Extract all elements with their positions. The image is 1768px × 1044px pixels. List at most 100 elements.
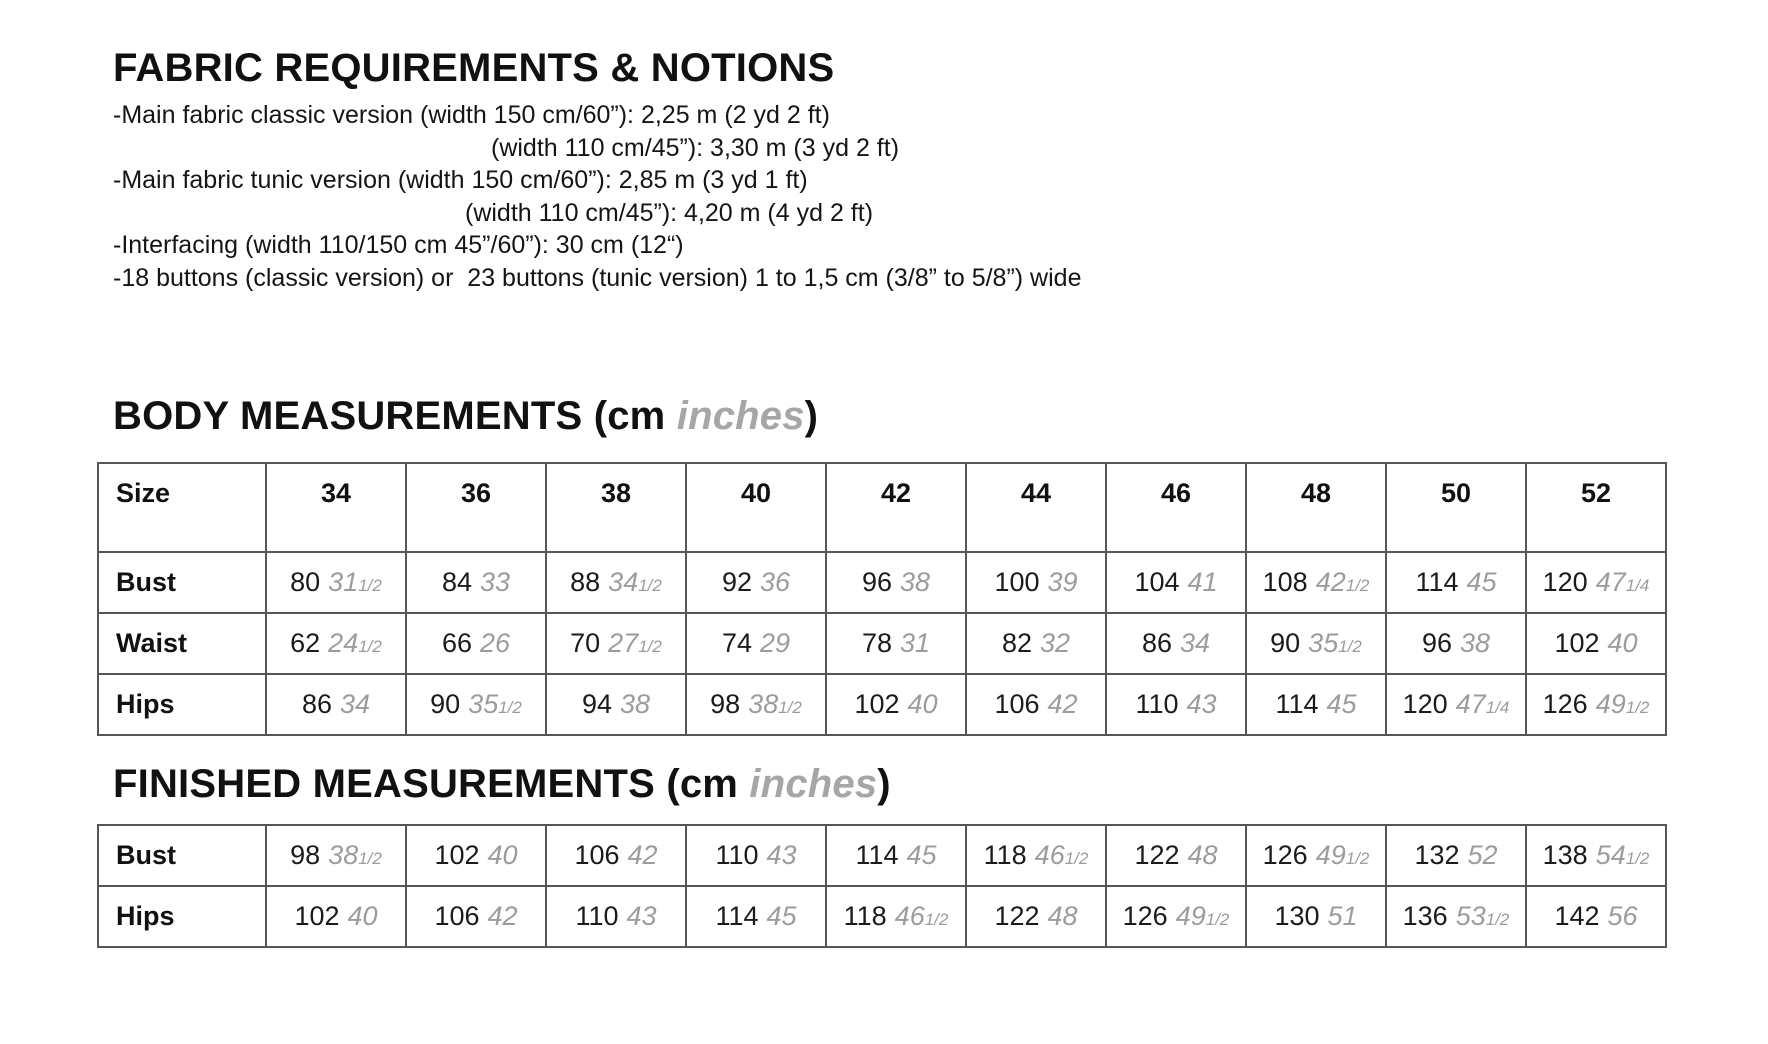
measurement-cell: 126 491/2 xyxy=(1245,824,1387,887)
inches-value: 32 xyxy=(1040,628,1071,658)
measurement-row: Bust 98 381/2 102 40 106 42 110 43 114 45 118 461/2 1… xyxy=(97,824,1667,887)
measurement-cell: 122 48 xyxy=(1105,824,1247,887)
cm-value: 110 xyxy=(575,901,619,931)
size-header-cell: 38 xyxy=(545,462,687,553)
measurement-cell: 114 45 xyxy=(825,824,967,887)
inches-value: 471/4 xyxy=(1455,689,1510,719)
body-measurements-table-container: Size 34 36 38 40 42 44 46 48 50 52 Bust 80 311/2 84 33 8… xyxy=(97,462,1728,736)
inches-fraction: 1/2 xyxy=(358,576,382,595)
inches-fraction: 1/4 xyxy=(1625,576,1650,595)
cm-value: 114 xyxy=(715,901,759,931)
cm-value: 130 xyxy=(1274,901,1320,931)
cm-value: 108 xyxy=(1262,567,1308,597)
measurement-cell: 106 42 xyxy=(405,885,547,948)
inches-fraction: 1/2 xyxy=(358,637,382,656)
measurement-cell: 126 491/2 xyxy=(1525,673,1667,736)
cm-value: 106 xyxy=(994,689,1040,719)
size-header-cell: 52 xyxy=(1525,462,1667,553)
cm-value: 90 xyxy=(430,689,461,719)
fabric-requirements-section: FABRIC REQUIREMENTS & NOTIONS -Main fabr… xyxy=(113,46,1728,294)
fabric-note-line: -Main fabric classic version (width 150 … xyxy=(113,101,830,129)
inches-value: 40 xyxy=(1607,628,1638,658)
inches-value: 40 xyxy=(487,840,518,870)
measurement-cell: 110 43 xyxy=(545,885,687,948)
measurement-cell: 78 31 xyxy=(825,612,967,675)
cm-value: 126 xyxy=(1122,901,1168,931)
body-measurements-title: BODY MEASUREMENTS (cm inches) xyxy=(113,394,1728,438)
inches-value: 40 xyxy=(907,689,938,719)
cm-value: 98 xyxy=(710,689,741,719)
fabric-notes: -Main fabric classic version (width 150 … xyxy=(113,99,1728,294)
inches-value: 43 xyxy=(1186,689,1217,719)
inches-value: 42 xyxy=(627,840,658,870)
cm-value: 120 xyxy=(1542,567,1588,597)
inches-value: 42 xyxy=(1047,689,1078,719)
cm-value: 92 xyxy=(721,567,752,597)
inches-value: 38 xyxy=(1460,628,1491,658)
measurement-cell: 70 271/2 xyxy=(545,612,687,675)
cm-value: 86 xyxy=(1141,628,1172,658)
cm-value: 132 xyxy=(1414,840,1460,870)
inches-value: 351/2 xyxy=(1308,628,1362,658)
body-measurements-table: Size 34 36 38 40 42 44 46 48 50 52 Bust 80 311/2 84 33 8… xyxy=(97,462,1667,736)
measurement-cell: 120 471/4 xyxy=(1525,551,1667,614)
inches-fraction: 1/2 xyxy=(1345,849,1370,868)
cm-value: 120 xyxy=(1402,689,1448,719)
cm-value: 104 xyxy=(1134,567,1180,597)
inches-fraction: 1/2 xyxy=(358,849,382,868)
inches-value: 48 xyxy=(1187,840,1218,870)
inches-fraction: 1/2 xyxy=(1205,910,1230,929)
fabric-note-line: (width 110 cm/45”): 4,20 m (4 yd 2 ft) xyxy=(465,198,874,227)
cm-value: 70 xyxy=(570,628,601,658)
inches-value: 45 xyxy=(1466,567,1497,597)
inches-value: 29 xyxy=(760,628,791,658)
inches-fraction: 1/2 xyxy=(1625,849,1650,868)
title-text: FINISHED MEASUREMENTS (cm xyxy=(113,762,750,806)
inches-value: 36 xyxy=(760,567,791,597)
fabric-note-line: -Main fabric tunic version (width 150 cm… xyxy=(113,166,808,194)
inches-value: 381/2 xyxy=(748,689,802,719)
inches-value: 45 xyxy=(906,840,937,870)
title-inches-text: inches xyxy=(749,762,878,806)
inches-value: 38 xyxy=(900,567,931,597)
inches-value: 461/2 xyxy=(894,901,949,931)
title-close-paren: ) xyxy=(804,394,819,438)
inches-value: 42 xyxy=(487,901,518,931)
inches-value: 45 xyxy=(1326,689,1357,719)
fabric-note-line: (width 110 cm/45”): 3,30 m (3 yd 2 ft) xyxy=(491,133,900,162)
cm-value: 98 xyxy=(290,840,321,870)
cm-value: 88 xyxy=(570,567,601,597)
measurement-cell: 104 41 xyxy=(1105,551,1247,614)
inches-value: 41 xyxy=(1187,567,1218,597)
measurement-cell: 66 26 xyxy=(405,612,547,675)
inches-fraction: 1/2 xyxy=(1064,849,1089,868)
measurement-cell: 132 52 xyxy=(1385,824,1527,887)
size-header-row: Size 34 36 38 40 42 44 46 48 50 52 xyxy=(97,462,1667,553)
cm-value: 94 xyxy=(581,689,612,719)
inches-value: 43 xyxy=(766,840,797,870)
inches-fraction: 1/2 xyxy=(498,698,522,717)
cm-value: 96 xyxy=(1421,628,1452,658)
fabric-requirements-title: FABRIC REQUIREMENTS & NOTIONS xyxy=(113,46,835,90)
cm-value: 126 xyxy=(1262,840,1308,870)
inches-fraction: 1/2 xyxy=(924,910,949,929)
measurement-cell: 62 241/2 xyxy=(265,612,407,675)
measurement-row: Hips 86 34 90 351/2 94 38 98 381/2 102 40 106 42 110 4… xyxy=(97,673,1667,736)
measurement-cell: 118 461/2 xyxy=(825,885,967,948)
measurement-cell: 98 381/2 xyxy=(685,673,827,736)
measurement-cell: 130 51 xyxy=(1245,885,1387,948)
cm-value: 102 xyxy=(434,840,480,870)
measurement-cell: 94 38 xyxy=(545,673,687,736)
inches-value: 31 xyxy=(900,628,931,658)
cm-value: 80 xyxy=(290,567,321,597)
cm-value: 102 xyxy=(1554,628,1600,658)
inches-value: 421/2 xyxy=(1315,567,1370,597)
measurement-cell: 108 421/2 xyxy=(1245,551,1387,614)
measurement-cell: 96 38 xyxy=(1385,612,1527,675)
inches-value: 471/4 xyxy=(1595,567,1650,597)
inches-fraction: 1/2 xyxy=(1485,910,1510,929)
measurement-cell: 114 45 xyxy=(1385,551,1527,614)
cm-value: 126 xyxy=(1542,689,1588,719)
inches-value: 531/2 xyxy=(1455,901,1510,931)
